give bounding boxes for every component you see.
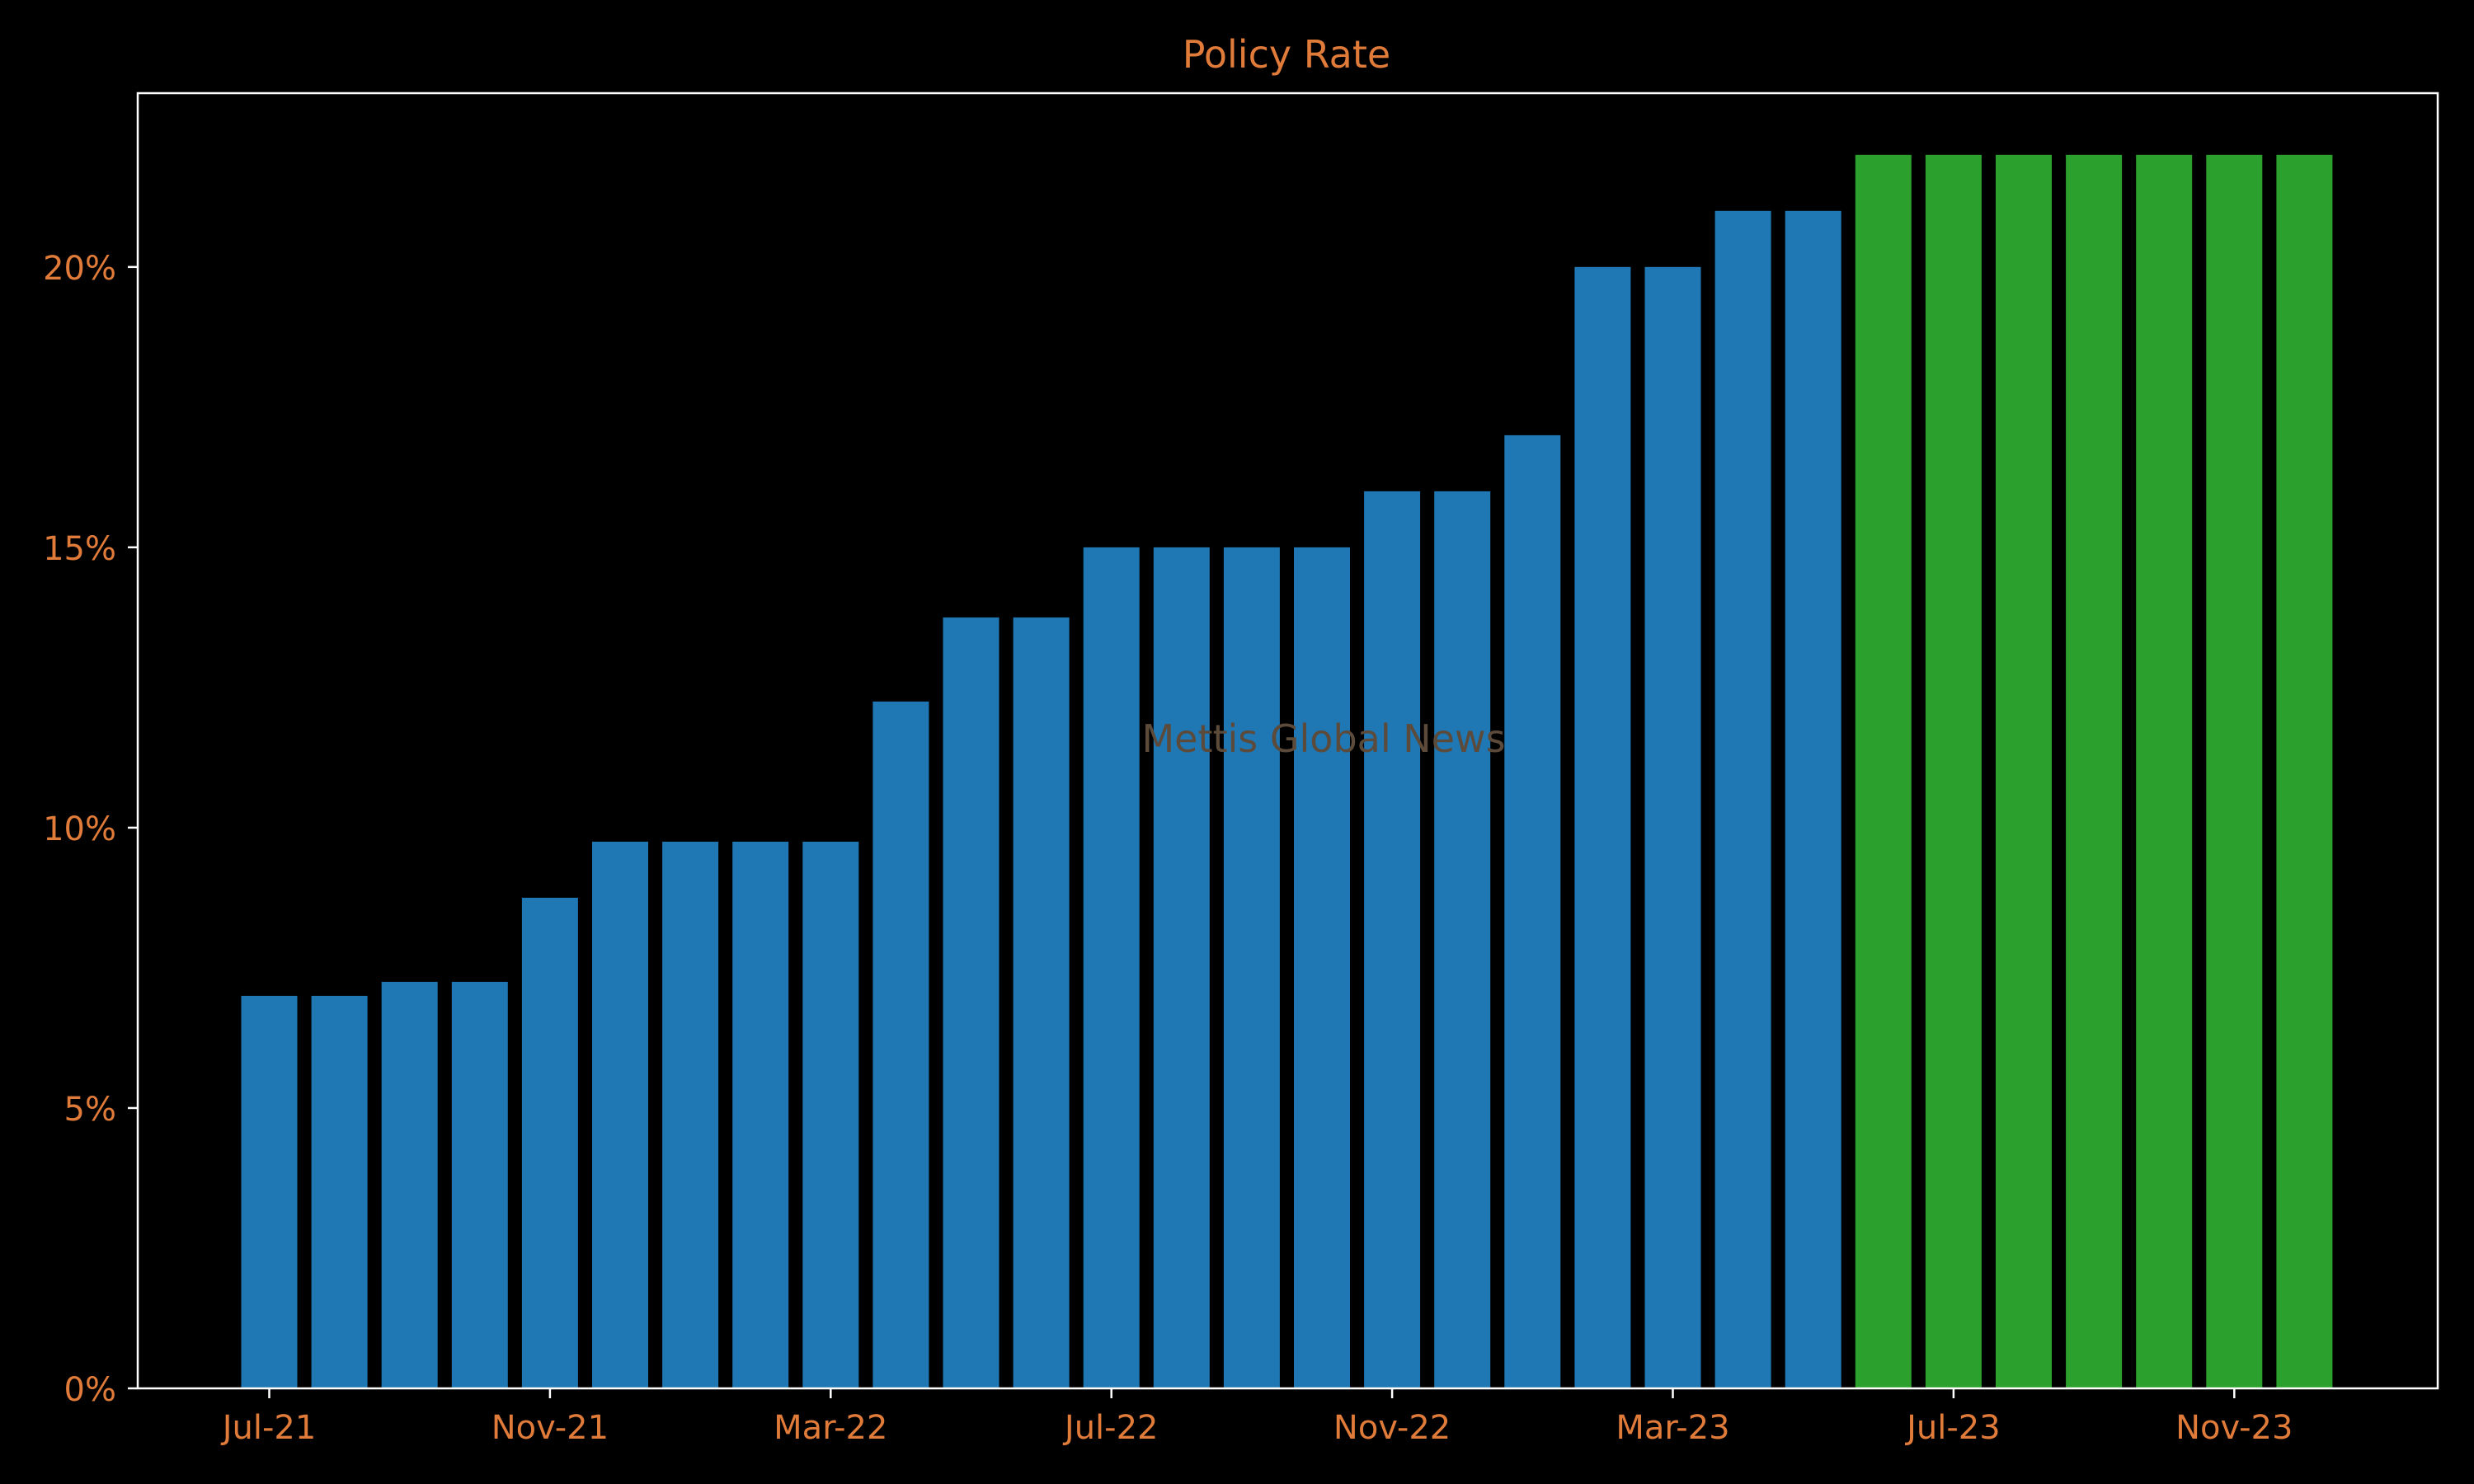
y-tick-label: 0% (64, 1371, 116, 1409)
x-tick-label: Nov-22 (1333, 1409, 1451, 1447)
bar-aug-21 (311, 995, 368, 1388)
bar-oct-21 (451, 981, 508, 1388)
bar-jul-21 (241, 995, 298, 1388)
bar-apr-23 (1714, 210, 1771, 1388)
watermark: Mettis Global News (1141, 716, 1505, 761)
bar-jun-22 (1013, 617, 1070, 1388)
bar-jun-23 (1855, 154, 1912, 1388)
bar-nov-23 (2206, 154, 2263, 1388)
chart-title: Policy Rate (1183, 32, 1390, 77)
bar-feb-22 (732, 841, 789, 1388)
x-axis: Jul-21 Nov-21 Mar-22 Jul-22 Nov-22 Mar-23 Jul-… (220, 1388, 2293, 1447)
bar-feb-23 (1574, 266, 1631, 1388)
bar-dec-21 (592, 841, 648, 1388)
bar-may-22 (943, 617, 999, 1388)
plot-frame (136, 92, 2439, 1390)
x-tick-label: Jul-22 (1062, 1409, 1159, 1447)
bar-jul-22 (1083, 547, 1140, 1388)
bar-nov-22 (1364, 491, 1421, 1388)
bar-dec-23 (2276, 154, 2333, 1388)
x-tick-label: Jul-21 (220, 1409, 317, 1447)
x-tick-label: Nov-23 (2175, 1409, 2293, 1447)
x-tick-label: Mar-23 (1616, 1409, 1729, 1447)
bar-jan-22 (662, 841, 719, 1388)
bar-mar-23 (1644, 266, 1701, 1388)
y-tick-label: 20% (43, 250, 116, 288)
bar-sep-23 (2066, 154, 2123, 1388)
x-tick-label: Jul-23 (1904, 1409, 2001, 1447)
bar-oct-23 (2136, 154, 2193, 1388)
bar-jan-23 (1504, 434, 1561, 1388)
bar-sep-21 (381, 981, 438, 1388)
bar-oct-22 (1294, 547, 1350, 1388)
x-tick-label: Mar-22 (774, 1409, 887, 1447)
bar-apr-22 (872, 701, 929, 1388)
bar-aug-23 (1996, 154, 2052, 1388)
bar-may-23 (1785, 210, 1841, 1388)
bar-sep-22 (1223, 547, 1280, 1388)
bar-nov-21 (521, 897, 578, 1388)
bar-jul-23 (1925, 154, 1982, 1388)
bar-mar-22 (802, 841, 859, 1388)
y-tick-label: 10% (43, 810, 116, 848)
bar-aug-22 (1153, 547, 1210, 1388)
bar-dec-22 (1434, 491, 1491, 1388)
y-tick-label: 15% (43, 530, 116, 568)
y-tick-label: 5% (64, 1091, 116, 1129)
bars-group (241, 154, 2333, 1388)
x-tick-label: Nov-21 (492, 1409, 609, 1447)
y-axis: 0% 5% 10% 15% 20% (43, 250, 138, 1409)
